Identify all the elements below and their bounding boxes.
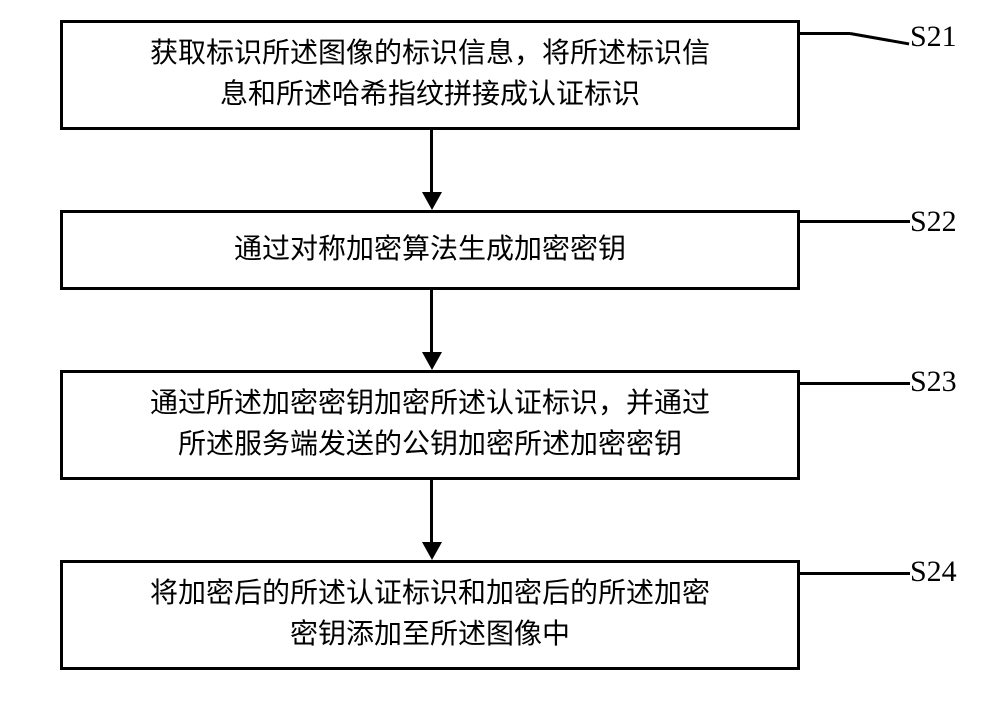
- leader-line: [850, 572, 910, 575]
- flow-step-s24: 将加密后的所述认证标识和加密后的所述加密密钥添加至所述图像中: [60, 560, 800, 670]
- flow-step-label-s24: S24: [910, 555, 957, 589]
- flow-step-s23: 通过所述加密密钥加密所述认证标识，并通过所述服务端发送的公钥加密所述加密密钥: [60, 370, 800, 480]
- arrow-head-icon: [422, 352, 442, 370]
- flow-step-text: 通过对称加密算法生成加密密钥: [234, 230, 626, 271]
- leader-line: [850, 220, 910, 223]
- flowchart-canvas: 获取标识所述图像的标识信息，将所述标识信息和所述哈希指纹拼接成认证标识 S21 通过…: [0, 0, 1000, 723]
- arrow-line: [430, 290, 433, 352]
- arrow-head-icon: [422, 542, 442, 560]
- flow-step-label-s23: S23: [910, 365, 957, 399]
- arrow-head-icon: [422, 192, 442, 210]
- leader-line: [800, 32, 850, 35]
- leader-line: [800, 382, 850, 385]
- arrow-line: [430, 130, 433, 192]
- flow-step-text: 通过所述加密密钥加密所述认证标识，并通过所述服务端发送的公钥加密所述加密密钥: [150, 384, 710, 465]
- flow-step-label-s22: S22: [910, 205, 957, 239]
- flow-step-s22: 通过对称加密算法生成加密密钥: [60, 210, 800, 290]
- flow-step-s21: 获取标识所述图像的标识信息，将所述标识信息和所述哈希指纹拼接成认证标识: [60, 20, 800, 130]
- flow-step-label-s21: S21: [910, 20, 957, 54]
- flow-step-text: 将加密后的所述认证标识和加密后的所述加密密钥添加至所述图像中: [150, 574, 710, 655]
- leader-line: [800, 220, 850, 223]
- arrow-line: [430, 480, 433, 542]
- leader-line: [800, 572, 850, 575]
- flow-step-text: 获取标识所述图像的标识信息，将所述标识信息和所述哈希指纹拼接成认证标识: [150, 34, 710, 115]
- leader-line: [850, 382, 910, 385]
- leader-line: [850, 32, 910, 45]
